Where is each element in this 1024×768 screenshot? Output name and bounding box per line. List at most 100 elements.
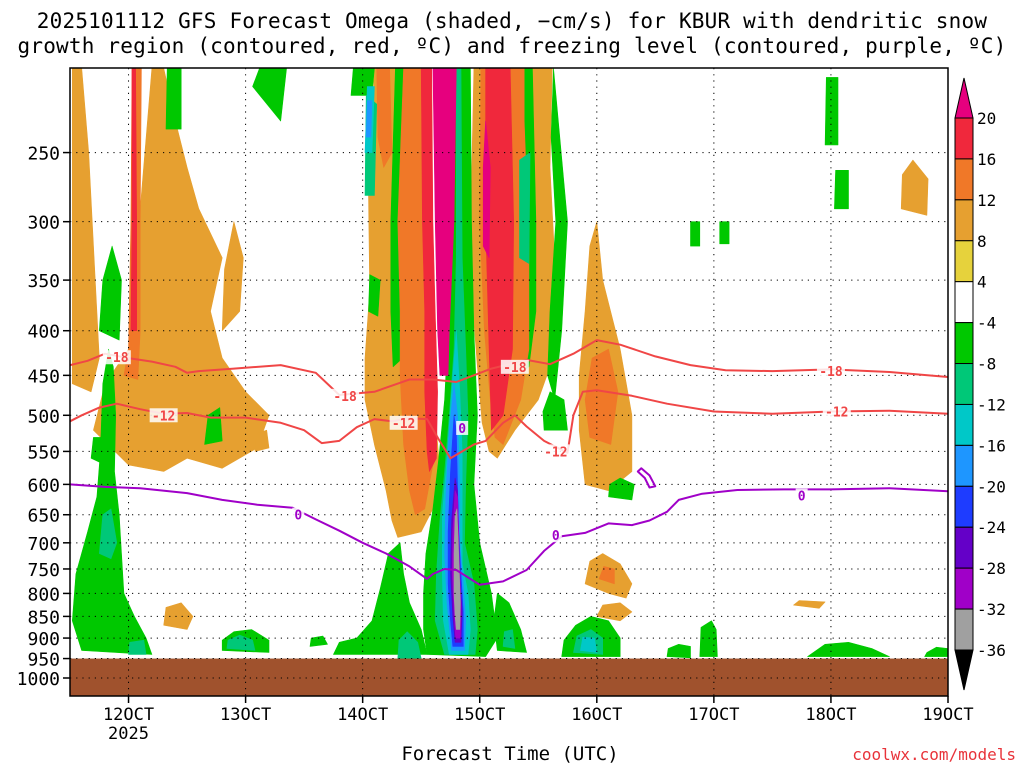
contour-label-0-2: -18 xyxy=(503,361,527,376)
contour-label-2-3: 0 xyxy=(798,490,806,505)
x-tick-label-150: 15OCT xyxy=(454,705,505,725)
colorbar-label-3: 8 xyxy=(977,232,987,251)
colorbar-label-2: 12 xyxy=(977,191,996,210)
colorbar-band-4 xyxy=(954,240,974,283)
colorbar-label-7: -12 xyxy=(977,395,1006,414)
contour-label-1-0: -12 xyxy=(152,409,175,424)
x-tick-label-140: 14OCT xyxy=(337,705,388,725)
y-tick-label-850: 850 xyxy=(27,607,60,628)
omega-region-p8-2 xyxy=(221,221,244,332)
omega-region-m20-63 xyxy=(365,100,373,138)
y-tick-label-950: 950 xyxy=(27,650,60,671)
colorbar-label-6: -8 xyxy=(977,355,996,374)
omega-region-m8-27 xyxy=(699,620,718,657)
omega-region-m8-26 xyxy=(608,477,635,501)
colorbar: 20 16 12 8 4 -4 -8 -12 -16 -20 -24 -28 -32 -36 xyxy=(954,77,1006,691)
omega-region-m12-49 xyxy=(226,634,256,651)
contour-label-bg-0-0 xyxy=(102,350,131,365)
omega-region-m8-33 xyxy=(690,221,701,247)
x-tick-label-190: 19OCT xyxy=(922,705,973,725)
omega-region-p20-60 xyxy=(432,68,457,376)
colorbar-band-9 xyxy=(954,444,974,487)
contour-label-bg-2-1 xyxy=(456,420,469,435)
contour-label-bg-0-2 xyxy=(500,359,529,374)
colorbar-label-8: -16 xyxy=(977,436,1006,455)
chart-title-line-2: growth region (contoured, red, ºC) and f… xyxy=(17,34,1007,58)
contour-label-0-1: -18 xyxy=(333,390,357,405)
contour-line-2 xyxy=(70,483,948,586)
omega-region-p20-61 xyxy=(482,120,491,259)
contour-label-1-1: -12 xyxy=(392,417,415,432)
colorbar-label-4: 4 xyxy=(977,273,987,292)
omega-region-m12-47 xyxy=(99,508,118,560)
contour-label-bg-0-1 xyxy=(331,388,360,403)
x-tick-label-170: 17OCT xyxy=(688,705,739,725)
y-tick-label-250: 250 xyxy=(27,144,60,165)
colorbar-label-5: -4 xyxy=(977,314,996,333)
y-tick-label-600: 600 xyxy=(27,475,60,496)
y-tick-label-1000: 1000 xyxy=(17,669,60,690)
contour-label-bg-2-2 xyxy=(549,528,562,543)
credit-link[interactable]: coolwx.com/models xyxy=(852,745,1016,764)
y-axis-pressure: 2503003504004505005506006507007508008509… xyxy=(17,144,70,690)
omega-region-p16-56 xyxy=(130,68,137,332)
contour-line-3 xyxy=(636,467,657,489)
colorbar-band-12 xyxy=(954,567,974,610)
colorbar-label-1: 16 xyxy=(977,150,996,169)
omega-region-p8-10 xyxy=(900,159,929,216)
omega-region-m8-23 xyxy=(493,593,527,653)
y-tick-label-750: 750 xyxy=(27,560,60,581)
contour-line-1 xyxy=(70,389,948,460)
omega-region-p8-9 xyxy=(793,600,826,609)
omega-region-p8-8 xyxy=(163,602,194,630)
contour-label-2-0: 0 xyxy=(294,509,302,524)
omega-region-m8-17 xyxy=(252,68,287,122)
contour-label-bg-1-1 xyxy=(389,415,418,430)
x-tick-sublabel-120: 2025 xyxy=(108,724,149,744)
ground-terrain xyxy=(70,658,948,696)
colorbar-top-arrow xyxy=(954,77,974,119)
omega-region-m8-19 xyxy=(72,348,153,655)
colorbar-band-10 xyxy=(954,485,974,528)
colorbar-band-6 xyxy=(954,322,974,365)
contour-label-2-2: 0 xyxy=(552,529,560,544)
colorbar-label-12: -32 xyxy=(977,600,1006,619)
contour-label-bg-0-3 xyxy=(816,364,845,379)
omega-region-m8-31 xyxy=(824,77,839,146)
colorbar-label-9: -20 xyxy=(977,477,1006,496)
omega-region-m8-21 xyxy=(309,635,328,647)
omega-region-m8-36 xyxy=(90,437,106,466)
y-tick-label-900: 900 xyxy=(27,629,60,650)
contour-label-0-0: -18 xyxy=(105,351,129,366)
omega-region-p16-55 xyxy=(485,68,515,431)
colorbar-bottom-arrow xyxy=(954,649,974,691)
y-tick-label-350: 350 xyxy=(27,271,60,292)
omega-region-p16-54 xyxy=(420,68,438,472)
y-tick-label-300: 300 xyxy=(27,213,60,234)
y-tick-label-400: 400 xyxy=(27,322,60,343)
colorbar-band-1 xyxy=(954,117,974,160)
omega-region-m8-38 xyxy=(368,274,381,317)
x-tick-label-160: 16OCT xyxy=(571,705,622,725)
contour-label-bg-1-2 xyxy=(541,444,570,459)
y-tick-label-800: 800 xyxy=(27,584,60,605)
omega-region-p8-7 xyxy=(596,602,633,622)
plot-frame xyxy=(69,67,949,697)
x-tick-label-120: 12OCT xyxy=(103,705,154,725)
omega-region-m8-32 xyxy=(834,170,849,210)
y-tick-label-500: 500 xyxy=(27,406,60,427)
contour-labels: -18 -18 -18 -18 -12 -12 -12 -12 0 0 0 0 xyxy=(102,350,851,544)
colorbar-band-11 xyxy=(954,526,974,569)
colorbar-band-2 xyxy=(954,158,974,201)
omega-region-p8-11 xyxy=(254,429,270,452)
grid-lines xyxy=(70,68,948,696)
omega-region-m8-29 xyxy=(807,641,890,657)
contour-label-bg-1-3 xyxy=(822,404,851,419)
omega-region-m8-25 xyxy=(542,391,568,431)
contour-label-bg-2-3 xyxy=(795,488,808,503)
x-tick-label-130: 13OCT xyxy=(220,705,271,725)
omega-region-m16-58 xyxy=(580,636,598,653)
y-tick-label-650: 650 xyxy=(27,506,60,527)
